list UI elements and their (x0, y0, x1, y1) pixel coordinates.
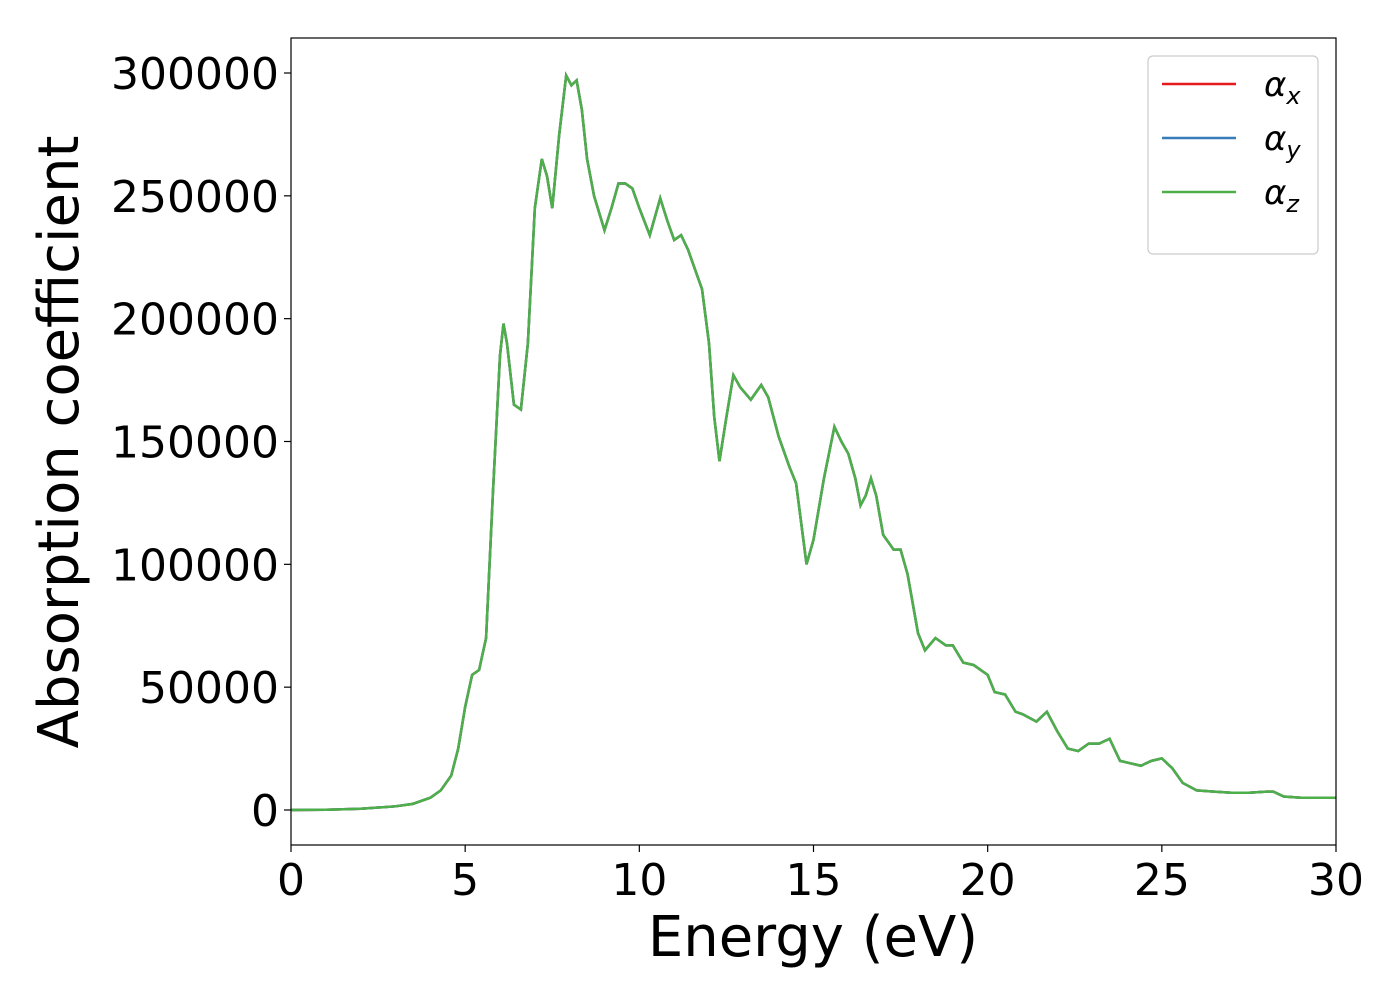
plot-frame (290, 37, 1337, 846)
y-tick-label: 300000 (111, 49, 279, 100)
x-tick-label: 0 (277, 855, 305, 906)
y-tick-label: 150000 (111, 418, 279, 469)
x-axis-label: Energy (eV) (648, 905, 978, 970)
data-line (290, 71, 1336, 812)
y-tick-label: 50000 (139, 663, 279, 714)
legend-label: αz (1264, 173, 1300, 218)
y-tick-label: 200000 (111, 295, 279, 346)
legend-label: αx (1264, 65, 1301, 110)
x-tick-label: 20 (960, 855, 1016, 906)
legend-box (1147, 55, 1319, 255)
x-tick-label: 10 (611, 855, 667, 906)
x-tick-label: 25 (1134, 855, 1190, 906)
legend-label: αy (1264, 119, 1301, 164)
x-tick-label: 5 (451, 855, 479, 906)
y-tick-label: 250000 (111, 172, 279, 223)
y-axis-label: Absorption coefficient (27, 136, 92, 749)
y-tick-label: 100000 (111, 540, 279, 591)
x-tick-label: 30 (1308, 855, 1364, 906)
y-tick-label: 0 (251, 786, 279, 837)
x-tick-label: 15 (786, 855, 842, 906)
